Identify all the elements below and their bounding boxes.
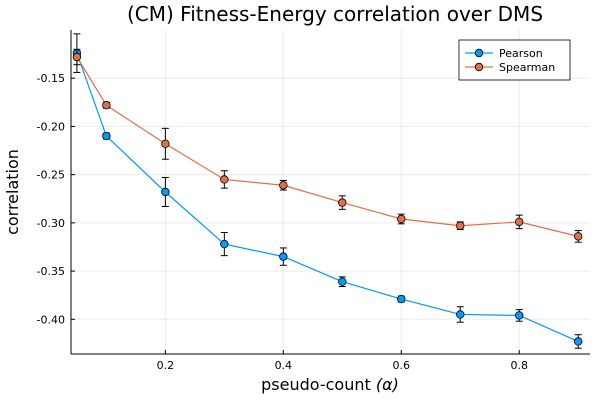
y-tick-label: -0.15 <box>37 72 65 85</box>
pearson-point <box>220 239 229 249</box>
spearman-point <box>220 175 229 184</box>
spearman-point <box>279 181 288 190</box>
legend-spearman-marker <box>474 62 484 72</box>
y-axis-label: correlation <box>3 149 22 235</box>
y-tick-label: -0.35 <box>37 265 65 278</box>
legend-pearson-marker <box>474 48 484 58</box>
y-tick-label: -0.30 <box>37 217 65 230</box>
y-tick-label: -0.25 <box>37 169 65 182</box>
spearman-series <box>72 48 583 243</box>
grid-lines <box>71 30 590 354</box>
legend-spearman-label: Spearman <box>499 61 555 74</box>
pearson-point <box>515 311 524 320</box>
x-tick-label: 0.8 <box>510 359 528 372</box>
chart-title: (CM) Fitness-Energy correlation over DMS <box>127 2 543 26</box>
legend-box <box>458 39 571 81</box>
pearson-point <box>338 277 347 286</box>
legend-pearson-label: Pearson <box>499 47 543 60</box>
x-tick-label: 0.4 <box>275 359 293 372</box>
spearman-point <box>338 198 347 207</box>
series-group <box>72 33 583 349</box>
x-axis-label-text: pseudo-count <box>261 375 371 394</box>
spearman-point <box>72 52 82 62</box>
x-axis-label: pseudo-count (α) <box>261 375 399 394</box>
spearman-point <box>161 139 170 148</box>
x-ticks: 0.2 0.4 0.6 0.8 <box>157 350 528 372</box>
spearman-point <box>574 232 583 241</box>
x-tick-label: 0.2 <box>157 359 175 372</box>
pearson-point <box>102 131 111 141</box>
y-ticks: -0.15 -0.20 -0.25 -0.30 -0.35 -0.40 <box>37 72 75 326</box>
spearman-point <box>456 221 465 230</box>
pearson-line <box>76 52 579 343</box>
x-tick-label: 0.6 <box>393 359 411 372</box>
pearson-point <box>161 187 170 197</box>
spearman-point <box>515 217 524 227</box>
spearman-point <box>102 101 111 110</box>
pearson-point <box>397 294 406 304</box>
y-tick-label: -0.20 <box>37 120 65 133</box>
pearson-point <box>574 337 583 346</box>
axes <box>70 30 590 355</box>
y-tick-label: -0.40 <box>37 313 65 326</box>
pearson-point <box>279 252 288 261</box>
spearman-line <box>76 56 579 237</box>
pearson-series <box>72 33 583 349</box>
pearson-point <box>456 310 465 319</box>
spearman-point <box>397 214 406 224</box>
x-axis-label-symbol: (α) <box>376 375 399 394</box>
